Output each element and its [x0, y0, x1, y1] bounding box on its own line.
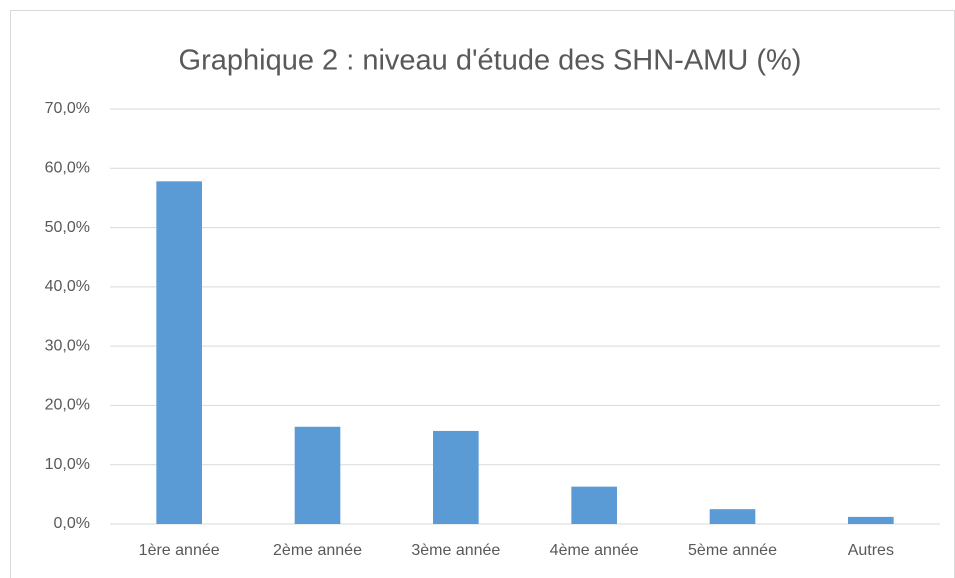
bar — [156, 181, 202, 525]
x-tick-label: Autres — [848, 542, 894, 559]
y-tick-label: 60,0% — [45, 160, 90, 177]
x-tick-label: 3ème année — [411, 542, 500, 559]
y-tick-label: 0,0% — [54, 515, 90, 532]
bar — [433, 430, 479, 524]
y-tick-label: 30,0% — [45, 337, 90, 354]
x-tick-label: 5ème année — [688, 542, 777, 559]
x-tick-label: 4ème année — [550, 542, 639, 559]
chart-border — [10, 10, 955, 578]
y-tick-label: 70,0% — [45, 100, 90, 117]
chart-title: Graphique 2 : niveau d'étude des SHN-AMU… — [179, 45, 802, 77]
bar — [848, 516, 894, 524]
y-tick-label: 20,0% — [45, 397, 90, 414]
bar — [294, 426, 341, 524]
x-tick-label: 1ère année — [139, 542, 220, 559]
y-tick-label: 40,0% — [45, 278, 90, 295]
x-tick-label: 2ème année — [273, 542, 362, 559]
bar — [709, 509, 756, 524]
bar — [571, 486, 617, 524]
y-tick-label: 50,0% — [45, 219, 90, 236]
y-tick-label: 10,0% — [45, 456, 90, 473]
